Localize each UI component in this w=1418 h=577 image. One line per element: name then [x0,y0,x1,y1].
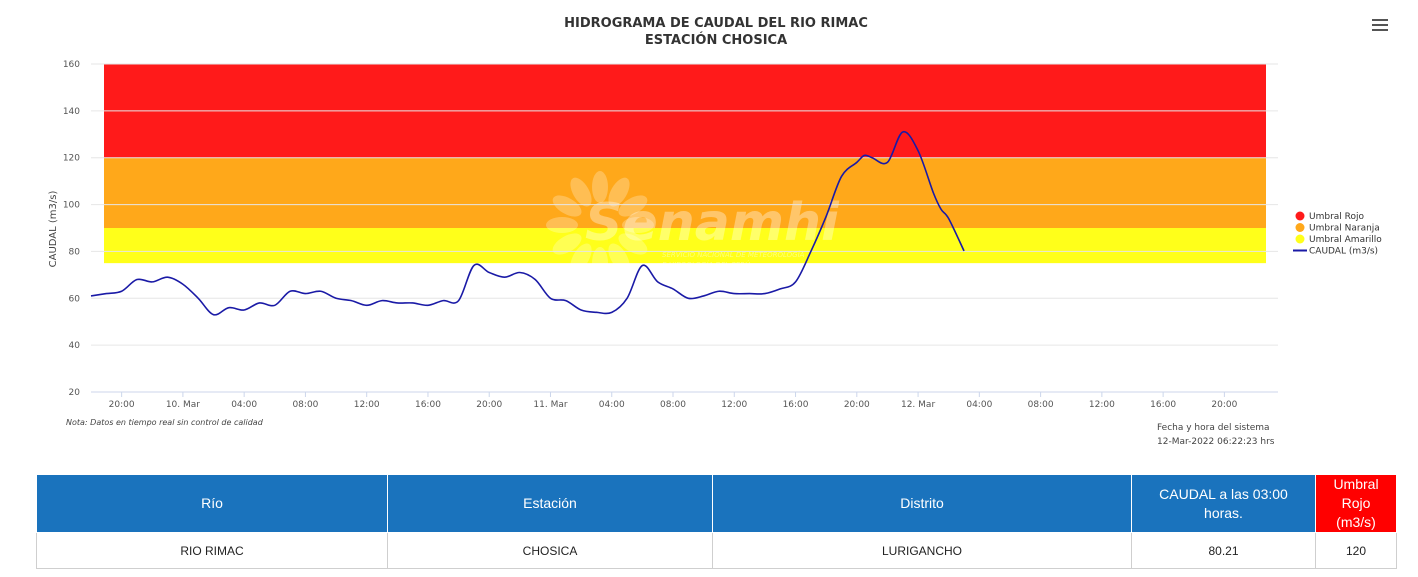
cell-rio: RIO RIMAC [36,532,388,569]
y-axis-label: CAUDAL (m3/s) [48,191,59,268]
y-tick-label: 40 [69,341,81,351]
cell-caudal: 80.21 [1131,532,1316,569]
watermark-line1: SERVICIO NACIONAL DE METEOROLOGÍA [662,250,805,259]
station-table: Río Estación Distrito CAUDAL a las 03:00… [36,474,1397,569]
table-header-row: Río Estación Distrito CAUDAL a las 03:00… [36,474,1397,533]
y-tick-label: 20 [69,388,81,398]
watermark-petal [622,217,654,233]
threshold-band-umbral-naranja [104,157,1266,228]
x-tick-label: 12. Mar [901,400,935,410]
threshold-band-umbral-amarillo [104,228,1266,264]
chart-subtitle: ESTACIÓN CHOSICA [645,32,787,48]
quality-note: Nota: Datos en tiempo real sin control d… [66,418,264,427]
header-distrito: Distrito [712,474,1132,533]
watermark-petal [608,243,630,273]
x-tick-label: 16:00 [415,400,441,410]
chart-area: Senamhi SERVICIO NACIONAL DE METEOROLOGÍA… [48,16,1382,447]
system-time-value: 12-Mar-2022 06:22:23 hrs [1157,437,1275,447]
x-tick-label: 16:00 [783,400,809,410]
system-time-label: Fecha y hora del sistema [1157,423,1270,433]
watermark-petal [592,171,608,203]
series-line-caudal[interactable] [90,130,965,316]
header-caudal: CAUDAL a las 03:00 horas. [1131,474,1316,533]
legend-label[interactable]: Umbral Amarillo [1309,235,1382,245]
x-tick-label: 12:00 [1089,400,1115,410]
y-tick-label: 160 [63,60,80,70]
cell-distrito: LURIGANCHO [712,532,1132,569]
header-estacion: Estación [387,474,713,533]
x-tick-label: 12:00 [354,400,380,410]
x-tick-label: 16:00 [1150,400,1176,410]
x-tick-label: 08:00 [660,400,686,410]
watermark-petal [570,243,592,273]
y-tick-label: 120 [63,154,80,164]
watermark-petal [570,177,592,207]
x-tick-label: 04:00 [231,400,257,410]
y-tick-label: 80 [69,247,81,257]
table-row: RIO RIMAC CHOSICA LURIGANCHO 80.21 120 [36,532,1397,569]
watermark-petal [618,195,648,217]
x-tick-label: 04:00 [966,400,992,410]
cell-umbral-rojo: 120 [1315,532,1397,569]
watermark-line2: E HIDROLOGÍA DEL PERÚ [662,260,750,269]
watermark-petal [552,233,582,255]
x-tick-label: 08:00 [1028,400,1054,410]
y-tick-label: 100 [63,201,80,211]
x-tick-label: 20:00 [109,400,135,410]
cell-estacion: CHOSICA [387,532,713,569]
x-tick-label: 11. Mar [533,400,567,410]
header-umbral-rojo: Umbral Rojo (m3/s) [1315,474,1397,533]
y-tick-label: 60 [69,294,81,304]
watermark-petal [552,195,582,217]
x-tick-label: 20:00 [476,400,502,410]
watermark-petal [546,217,578,233]
x-tick-label: 04:00 [599,400,625,410]
legend-label[interactable]: Umbral Naranja [1309,224,1380,234]
x-tick-label: 12:00 [721,400,747,410]
watermark-petal [618,233,648,255]
legend-label[interactable]: CAUDAL (m3/s) [1309,247,1378,257]
legend-marker[interactable] [1295,211,1305,221]
y-tick-label: 140 [63,107,80,117]
x-tick-label: 20:00 [844,400,870,410]
legend-marker[interactable] [1295,223,1305,232]
hamburger-menu-icon[interactable] [1370,16,1390,34]
watermark-petal [608,177,630,207]
legend-marker[interactable] [1295,234,1305,244]
chart-title: HIDROGRAMA DE CAUDAL DEL RIO RIMAC [564,16,868,31]
watermark-petal [592,247,608,279]
x-tick-label: 20:00 [1211,400,1237,410]
x-tick-label: 08:00 [292,400,318,410]
legend-label[interactable]: Umbral Rojo [1309,212,1365,222]
watermark-brand: Senamhi [585,193,840,253]
x-tick-label: 10. Mar [166,400,200,410]
header-rio: Río [36,474,388,533]
